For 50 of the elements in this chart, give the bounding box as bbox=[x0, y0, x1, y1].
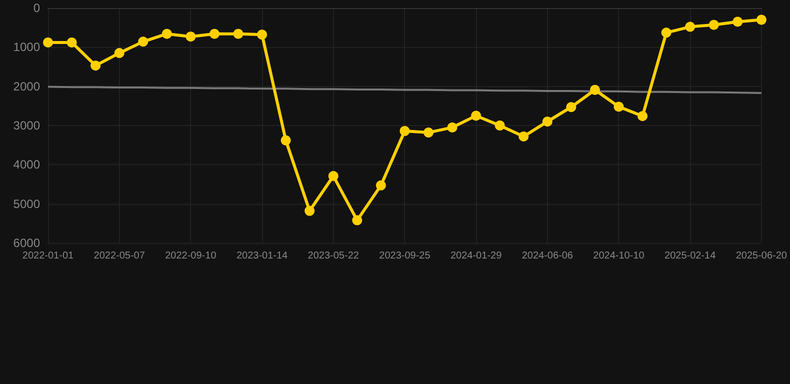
x-tick-label: 2023-05-22 bbox=[308, 250, 360, 262]
point bbox=[542, 116, 552, 127]
point bbox=[685, 22, 696, 32]
point bbox=[400, 126, 410, 136]
point bbox=[66, 37, 77, 48]
x-tick-label: 2024-10-10 bbox=[593, 250, 645, 262]
point bbox=[304, 206, 315, 216]
point bbox=[114, 48, 124, 58]
point bbox=[447, 122, 458, 132]
point bbox=[186, 32, 196, 42]
point bbox=[138, 36, 148, 47]
point bbox=[590, 84, 600, 95]
x-tick-label: 2025-06-20 bbox=[736, 250, 788, 262]
x-tick-label: 2024-06-06 bbox=[522, 250, 574, 262]
point bbox=[708, 20, 719, 30]
point bbox=[424, 128, 434, 138]
point bbox=[732, 16, 743, 27]
point bbox=[471, 110, 482, 121]
point bbox=[328, 171, 338, 182]
point bbox=[638, 111, 648, 122]
point bbox=[90, 60, 101, 71]
point bbox=[280, 135, 291, 146]
y-tick-label: 1000 bbox=[13, 40, 40, 54]
point bbox=[494, 120, 505, 130]
point bbox=[614, 102, 624, 112]
y-tick-label: 5000 bbox=[13, 196, 40, 211]
point bbox=[518, 131, 529, 142]
x-tick-label: 2022-09-10 bbox=[165, 250, 217, 262]
y-tick-label: 3000 bbox=[13, 118, 40, 132]
point bbox=[756, 14, 766, 25]
point bbox=[257, 30, 268, 40]
point bbox=[661, 28, 672, 38]
y-tick-label: 0 bbox=[33, 1, 40, 15]
y-tick-label: 4000 bbox=[13, 158, 40, 172]
point bbox=[209, 28, 220, 39]
x-tick-label: 2022-01-01 bbox=[22, 250, 74, 262]
point bbox=[376, 180, 386, 190]
point bbox=[43, 37, 53, 48]
point bbox=[233, 28, 244, 39]
line-series bbox=[47, 86, 762, 94]
x-tick-label: 2023-01-14 bbox=[236, 250, 288, 262]
x-tick-label: 2023-09-25 bbox=[379, 250, 431, 262]
x-tick-label: 2024-01-29 bbox=[450, 250, 502, 262]
y-tick-label: 2000 bbox=[13, 79, 40, 94]
x-tick-label: 2022-05-07 bbox=[94, 250, 146, 262]
x-tick-label: 2025-02-14 bbox=[664, 250, 716, 262]
y-tick-label: 6000 bbox=[13, 236, 40, 250]
point bbox=[566, 102, 576, 112]
point bbox=[162, 28, 172, 39]
point bbox=[352, 215, 362, 226]
